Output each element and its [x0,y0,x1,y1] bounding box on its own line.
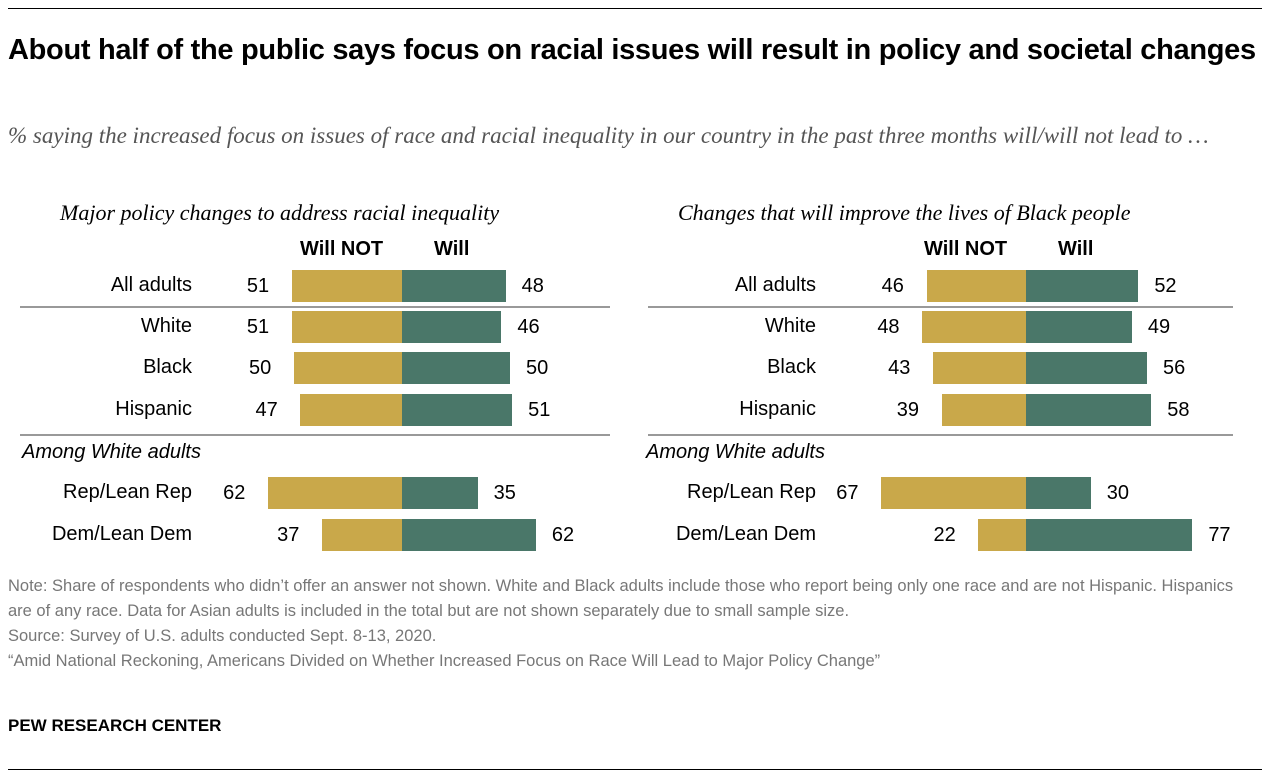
value-label-will: 46 [517,316,540,338]
category-label: Black [143,356,192,378]
group-label: Among White adults [22,441,201,463]
category-label: All adults [110,274,192,296]
value-label-will-not: 50 [249,357,272,379]
value-label-will: 49 [1147,316,1171,338]
value-label-will-not: 39 [896,399,919,421]
legend-will: Will [434,238,470,260]
category-label: All adults [734,274,816,296]
bar-will [402,352,510,384]
bar-will-not [926,270,1026,302]
value-label-will-not: 43 [888,357,911,379]
value-label-will-not: 48 [877,316,900,338]
chart-subtitle: % saying the increased focus on issues o… [8,123,1209,148]
bar-will-not [933,352,1026,384]
bar-will [402,311,502,343]
value-label-will-not: 37 [277,524,300,546]
separator [20,434,610,436]
value-label-will-not: 67 [836,482,859,504]
source-text: Source: Survey of U.S. adults conducted … [8,627,437,645]
top-rule [8,8,1262,9]
value-label-will: 77 [1208,524,1231,546]
bar-will-not [978,519,1026,551]
value-label-will-not: 47 [255,399,278,421]
separator [648,306,1233,308]
bar-will-not [881,477,1026,509]
legend-will-not: Will NOT [300,238,384,260]
bar-will [402,270,506,302]
value-label-will: 50 [526,357,549,379]
category-label: Rep/Lean Rep [63,481,192,503]
bar-will-not [322,519,402,551]
bar-will-not [941,394,1026,426]
bar-will [402,477,478,509]
bar-will-not [300,394,402,426]
group-label: Among White adults [646,441,825,463]
category-label: Dem/Lean Dem [675,523,816,545]
category-label: Rep/Lean Rep [687,481,816,503]
separator [20,306,610,308]
chart-title: About half of the public says focus on r… [8,34,1256,66]
bar-will [1026,394,1152,426]
bar-will [1026,270,1139,302]
bar-will [1026,477,1091,509]
value-label-will: 52 [1154,275,1177,297]
value-label-will: 35 [493,482,516,504]
bar-will [1026,311,1132,343]
value-label-will: 62 [551,524,575,546]
value-label-will-not: 51 [246,275,270,297]
category-label: Hispanic [115,398,192,420]
bar-will-not [291,311,402,343]
bar-will-not [294,352,402,384]
panel-title: Changes that will improve the lives of B… [678,200,1131,225]
value-label-will: 51 [528,399,551,421]
legend-will: Will [1058,238,1094,260]
value-label-will: 56 [1162,357,1186,379]
value-label-will: 30 [1106,482,1130,504]
bar-will-not [291,270,402,302]
brand-logo-text: PEW RESEARCH CENTER [8,716,222,735]
bar-will [1026,352,1147,384]
bar-will-not [268,477,402,509]
value-label-will-not: 51 [246,316,270,338]
value-label-will-not: 22 [933,524,956,546]
category-label: White [764,315,816,337]
legend-will-not: Will NOT [924,238,1008,260]
value-label-will: 48 [521,275,544,297]
notes: Note: Share of respondents who didn’t of… [8,574,1248,674]
bar-will [1026,519,1193,551]
value-label-will: 58 [1167,399,1190,421]
panel-title: Major policy changes to address racial i… [60,200,500,225]
note-text: Note: Share of respondents who didn’t of… [8,577,1234,620]
separator [648,434,1233,436]
category-label: Black [767,356,816,378]
bottom-rule [8,769,1262,770]
report-title: “Amid National Reckoning, Americans Divi… [8,652,881,670]
value-label-will-not: 62 [223,482,246,504]
category-label: Dem/Lean Dem [51,523,192,545]
bar-will [402,394,513,426]
bar-will [402,519,536,551]
bar-will-not [922,311,1026,343]
value-label-will-not: 46 [881,275,904,297]
category-label: Hispanic [739,398,816,420]
category-label: White [140,315,192,337]
